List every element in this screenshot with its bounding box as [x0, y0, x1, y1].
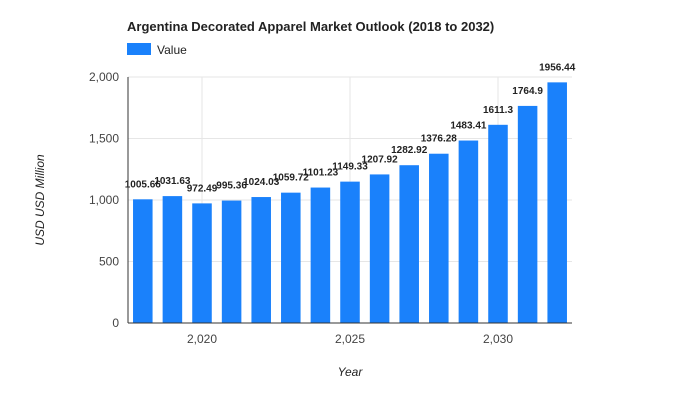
y-axis-title: USD USD Million [33, 154, 47, 246]
data-label: 1207.92 [362, 154, 399, 165]
x-axis-title: Year [338, 365, 364, 379]
data-label: 1611.3 [483, 105, 513, 116]
bar [192, 203, 212, 323]
bar [429, 153, 449, 323]
data-label: 972.49 [187, 183, 218, 194]
legend: Value [127, 43, 187, 57]
bar [251, 197, 271, 323]
bar [517, 105, 538, 323]
bar [458, 140, 479, 323]
axes [127, 77, 572, 324]
data-label: 1059.72 [273, 173, 310, 184]
bar [221, 200, 242, 323]
bar [488, 124, 508, 324]
data-label: 1149.33 [332, 162, 368, 173]
data-label: 1764.9 [512, 86, 543, 97]
x-tick-labels: 2,020 2,025 2,030 [187, 332, 513, 346]
legend-swatch-value [127, 43, 151, 55]
bar [310, 187, 331, 323]
data-label: 1101.23 [303, 168, 339, 179]
data-label: 1376.28 [421, 134, 458, 145]
x-tick-label: 2,020 [187, 332, 217, 346]
y-tick-labels: 0 500 1,000 1,500 2,000 [89, 70, 119, 330]
y-tick-label: 0 [112, 316, 119, 330]
bar [399, 165, 419, 323]
x-tick-label: 2,030 [483, 332, 513, 346]
data-label: 995.36 [216, 181, 247, 192]
bar [547, 82, 567, 323]
y-tick-label: 2,000 [89, 70, 119, 84]
data-label: 1956.44 [539, 62, 576, 73]
y-tick-label: 1,000 [89, 193, 119, 207]
data-label: 1031.63 [154, 176, 191, 187]
data-label: 1282.92 [391, 145, 428, 156]
bar [281, 192, 301, 323]
data-label: 1483.41 [450, 121, 487, 132]
bar [369, 174, 390, 323]
bar [133, 199, 153, 323]
chart-title: Argentina Decorated Apparel Market Outlo… [127, 19, 494, 34]
y-tick-label: 500 [99, 255, 119, 269]
x-tick-label: 2,025 [335, 332, 365, 346]
bars [133, 82, 567, 324]
bar [162, 196, 183, 323]
data-label: 1024.03 [243, 177, 280, 188]
y-tick-label: 1,500 [89, 132, 119, 146]
data-label: 1005.66 [125, 179, 162, 190]
bar [340, 181, 360, 323]
legend-label-value: Value [157, 43, 187, 57]
